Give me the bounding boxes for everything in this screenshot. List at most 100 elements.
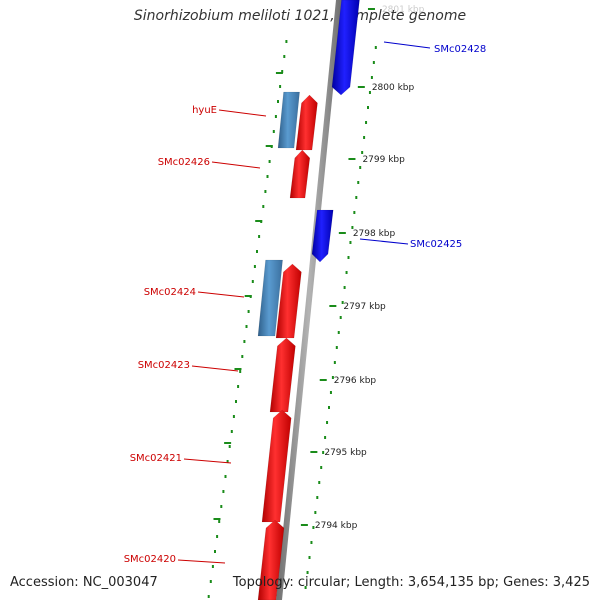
guide-dot-inner <box>226 460 229 463</box>
guide-dot-outer <box>312 526 315 529</box>
scale-tick-label: 2800 kbp <box>372 83 415 93</box>
rna-gene-block <box>257 259 283 337</box>
rna-gene-block <box>277 91 300 149</box>
guide-dot-outer <box>320 466 323 469</box>
guide-dot-inner <box>274 115 277 118</box>
guide-dot-outer <box>359 166 362 169</box>
inner-tick-dash <box>234 368 242 370</box>
guide-dot-outer <box>372 61 375 64</box>
guide-dot-outer <box>343 286 346 289</box>
scale-tick-mark <box>367 8 375 10</box>
guide-dot-outer <box>349 241 352 244</box>
guide-dot-inner <box>224 475 227 478</box>
guide-dot-inner <box>264 190 267 193</box>
gene-label: SMc02428 <box>434 44 486 55</box>
guide-dot-inner <box>214 550 216 553</box>
guide-dot-inner <box>279 85 282 88</box>
gene-label: SMc02420 <box>124 554 176 565</box>
topology-text: Topology: circular; Length: 3,654,135 bp… <box>232 575 590 590</box>
forward-gene-arrow <box>275 263 302 339</box>
guide-dot-outer <box>365 121 368 124</box>
guide-dot-outer <box>368 91 371 94</box>
guide-dot-outer <box>331 376 334 379</box>
scale-tick-label: 2801 kbp <box>382 5 425 15</box>
gene-label: SMc02423 <box>138 360 190 371</box>
gene-leader-line <box>383 41 431 49</box>
gene-leader-line <box>177 559 226 564</box>
guide-dot-inner <box>243 340 246 343</box>
guide-dot-outer <box>339 316 342 319</box>
gene-leader-line <box>359 238 409 245</box>
guide-dot-inner <box>285 40 288 43</box>
guide-dot-outer <box>308 556 311 559</box>
guide-dot-inner <box>258 235 261 238</box>
scale-tick-label: 2796 kbp <box>334 376 377 386</box>
guide-dot-outer <box>370 76 373 79</box>
guide-dot-outer <box>304 586 307 589</box>
guide-dot-outer <box>345 271 348 274</box>
inner-tick-dash <box>244 295 252 297</box>
guide-dot-outer <box>333 361 336 364</box>
guide-dot-outer <box>306 571 309 574</box>
gene-label: SMc02426 <box>158 157 210 168</box>
guide-dot-inner <box>256 250 258 253</box>
guide-dot-inner <box>277 100 279 103</box>
guide-dot-outer <box>328 406 330 409</box>
guide-dot-outer <box>353 211 356 214</box>
scale-tick-label: 2794 kbp <box>315 521 358 531</box>
guide-dot-outer <box>363 136 366 139</box>
guide-dot-outer <box>367 106 369 109</box>
scale-tick-label: 2795 kbp <box>324 448 367 458</box>
guide-dot-inner <box>216 535 219 538</box>
guide-dot-inner <box>209 580 212 583</box>
reverse-gene-arrow <box>311 209 334 263</box>
guide-dot-outer <box>351 226 354 229</box>
guide-dot-outer <box>322 451 325 454</box>
scale-tick-mark <box>329 305 337 307</box>
guide-dot-outer <box>374 46 377 49</box>
scale-tick-label: 2797 kbp <box>343 302 386 312</box>
guide-dot-outer <box>310 541 313 544</box>
forward-gene-arrow <box>257 519 285 600</box>
inner-tick-dash <box>255 220 263 222</box>
guide-dot-outer <box>316 496 319 499</box>
guide-dot-outer <box>357 181 360 184</box>
guide-dot-inner <box>207 595 210 598</box>
guide-dot-outer <box>341 301 344 304</box>
guide-dot-inner <box>241 355 244 358</box>
guide-dot-inner <box>247 310 250 313</box>
forward-gene-arrow <box>261 409 292 523</box>
gene-leader-line <box>197 291 245 298</box>
forward-gene-arrow <box>289 149 311 199</box>
guide-dot-outer <box>361 151 364 154</box>
scale-tick-label: 2799 kbp <box>362 155 405 165</box>
gene-label: hyuE <box>192 105 217 116</box>
gene-leader-line <box>191 365 239 372</box>
guide-dot-outer <box>318 481 321 484</box>
guide-dot-inner <box>253 265 256 268</box>
gene-leader-line <box>211 161 261 169</box>
scale-tick-mark <box>319 379 327 381</box>
forward-gene-arrow <box>269 337 296 413</box>
inner-tick-dash <box>224 442 232 444</box>
guide-dot-inner <box>237 385 240 388</box>
inner-tick-dash <box>275 72 283 74</box>
reverse-gene-arrow <box>331 0 360 96</box>
scale-tick-mark <box>357 86 365 88</box>
guide-dot-inner <box>245 325 248 328</box>
guide-dot-inner <box>230 430 233 433</box>
guide-dot-inner <box>251 280 254 283</box>
gene-label: SMc02425 <box>410 239 462 250</box>
scale-tick-mark <box>300 524 308 526</box>
guide-dot-inner <box>211 565 214 568</box>
guide-dot-inner <box>228 445 231 448</box>
guide-dot-inner <box>272 130 275 133</box>
guide-dot-outer <box>329 391 332 394</box>
guide-dot-inner <box>283 55 286 58</box>
guide-dot-inner <box>239 370 242 373</box>
guide-dot-inner <box>281 70 284 73</box>
inner-tick-dash <box>265 145 273 147</box>
scale-tick-mark <box>348 158 356 160</box>
inner-tick-dash <box>213 518 221 520</box>
scale-tick-label: 2798 kbp <box>353 229 396 239</box>
